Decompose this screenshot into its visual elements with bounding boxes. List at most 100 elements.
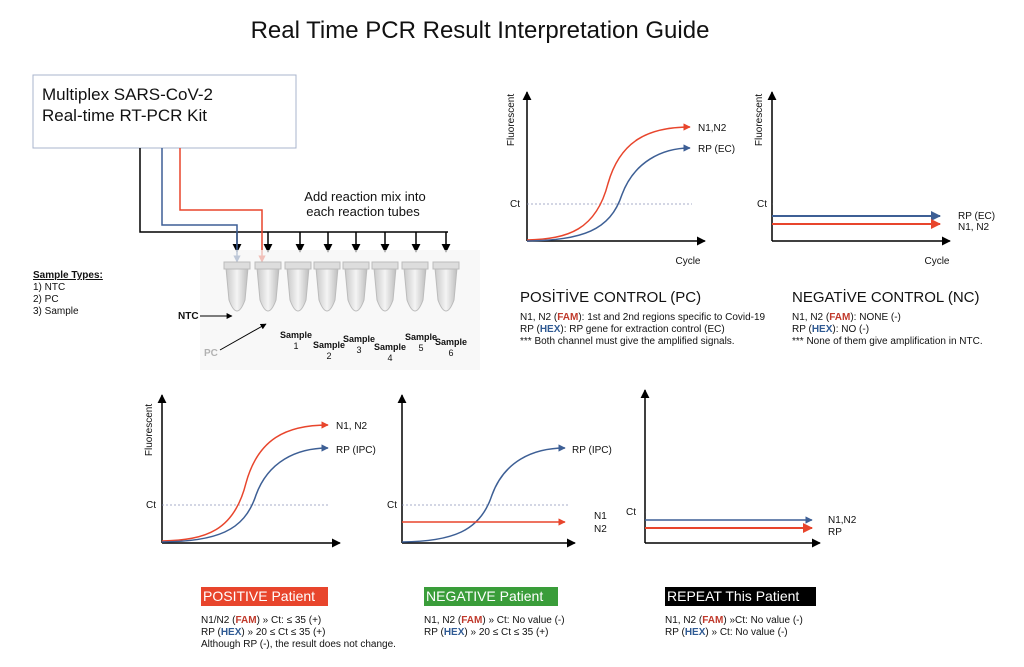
tube-lid [371,261,399,270]
tube-lid [401,261,429,270]
tube [315,267,339,312]
curve-label: N1,N2 [828,515,857,526]
sample-type: 3) Sample [33,306,79,317]
description-line: RP (HEX): NO (-) [792,324,869,335]
curve-label: RP (IPC) [572,445,612,456]
curve [526,123,691,241]
description-line: RP (HEX): RP gene for extraction control… [520,324,725,335]
sample-number: 2 [326,351,331,361]
description-part: RP ( [424,627,444,638]
curve-label: N1, N2 [336,421,368,432]
curve-label: RP (IPC) [336,445,376,456]
tube [225,267,249,312]
y-axis-label: Fluorescent [754,94,765,146]
description-part: ): NONE (-) [850,312,901,323]
description-part: FAM [702,615,723,626]
description-part: Although RP (-), the result does not cha… [201,639,396,650]
description-part: RP ( [792,324,812,335]
tube-label: NTC [178,311,199,322]
description-line: *** None of them give amplification in N… [792,336,983,347]
line [219,323,267,351]
sample-number: 4 [387,353,392,363]
tube [286,267,310,312]
sample-number: 3 [356,345,361,355]
description-part: FAM [557,312,578,323]
tube [256,267,280,312]
description-line: N1, N2 (FAM) »Ct: No value (-) [665,615,803,626]
kit-box [32,74,297,149]
sample-type: 2) PC [33,294,59,305]
instruction: each reaction tubes [306,204,420,219]
description-part: ): 1st and 2nd regions specific to Covid… [578,312,765,323]
description-part: FAM [235,615,256,626]
instruction: Add reaction mix into [304,189,425,204]
description-part: N1, N2 ( [520,312,558,323]
sample-number: 5 [418,343,423,353]
badge: NEGATIVE Patient [426,588,543,604]
curve-label: RP (EC) [698,144,735,155]
curve-label: RP (EC) [958,211,995,222]
sample-types-heading: Sample Types: [33,270,103,281]
kit-line: Multiplex SARS-CoV-2 [42,85,213,104]
tube [434,267,458,312]
description-part: RP ( [520,324,540,335]
ct-label: Ct [510,199,520,210]
curve [401,444,566,543]
curve-label: N1,N2 [698,123,727,134]
sample-label: Sample [405,332,437,342]
heading: NEGATİVE CONTROL (NC) [792,288,980,306]
description-part: HEX [444,627,465,638]
tube-lid [284,261,312,270]
curve [526,144,691,242]
curve-label: RP [828,527,842,538]
ct-label: Ct [626,507,636,518]
description-part: N1, N2 ( [665,615,703,626]
sample-label: Sample [343,334,375,344]
description-part: ) » Ct: No value (-) [482,615,564,626]
description-part: ): NO (-) [832,324,869,335]
sample-label: Sample [313,340,345,350]
description-part: HEX [685,627,706,638]
description-part: RP ( [665,627,685,638]
description-part: ) »Ct: No value (-) [723,615,802,626]
wire [161,148,241,263]
sample-label: Sample [280,330,312,340]
description-part: N1/N2 ( [201,615,236,626]
description-part: RP ( [201,627,221,638]
badge-bg [201,587,328,606]
description-line: RP (HEX) » Ct: No value (-) [665,627,788,638]
description-part: N1, N2 ( [424,615,462,626]
description-line: RP (HEX) » 20 ≤ Ct ≤ 35 (+) [201,627,325,638]
description-part: HEX [221,627,242,638]
description-part: *** Both channel must give the amplified… [520,336,735,347]
curve-label: N1 [594,511,607,522]
description-part: ) » 20 ≤ Ct ≤ 35 (+) [241,627,325,638]
description-part: N1, N2 ( [792,312,830,323]
sample-number: 6 [448,348,453,358]
ct-label: Ct [757,199,767,210]
curve [161,421,329,542]
description-line: N1, N2 (FAM): NONE (-) [792,312,901,323]
x-axis-label: Cycle [675,256,700,267]
tube-lid [432,261,460,270]
kit-line: Real-time RT-PCR Kit [42,106,207,125]
wire [139,148,448,233]
tube [403,267,427,312]
ct-label: Ct [387,500,397,511]
description-part: ) » Ct: No value (-) [705,627,787,638]
wire [179,148,266,263]
sample-number: 1 [293,341,298,351]
description-line: N1/N2 (FAM) » Ct: ≤ 35 (+) [201,615,321,626]
tube [344,267,368,312]
curve [161,444,329,543]
description-part: FAM [461,615,482,626]
tube-lid [313,261,341,270]
badge: POSITIVE Patient [203,588,315,604]
title: Real Time PCR Result Interpretation Guid… [251,17,710,44]
badge-bg [665,587,816,606]
tube-lid [342,261,370,270]
sample-label: Sample [435,337,467,347]
tube-lid [223,261,251,270]
description-part: ) » Ct: ≤ 35 (+) [257,615,322,626]
